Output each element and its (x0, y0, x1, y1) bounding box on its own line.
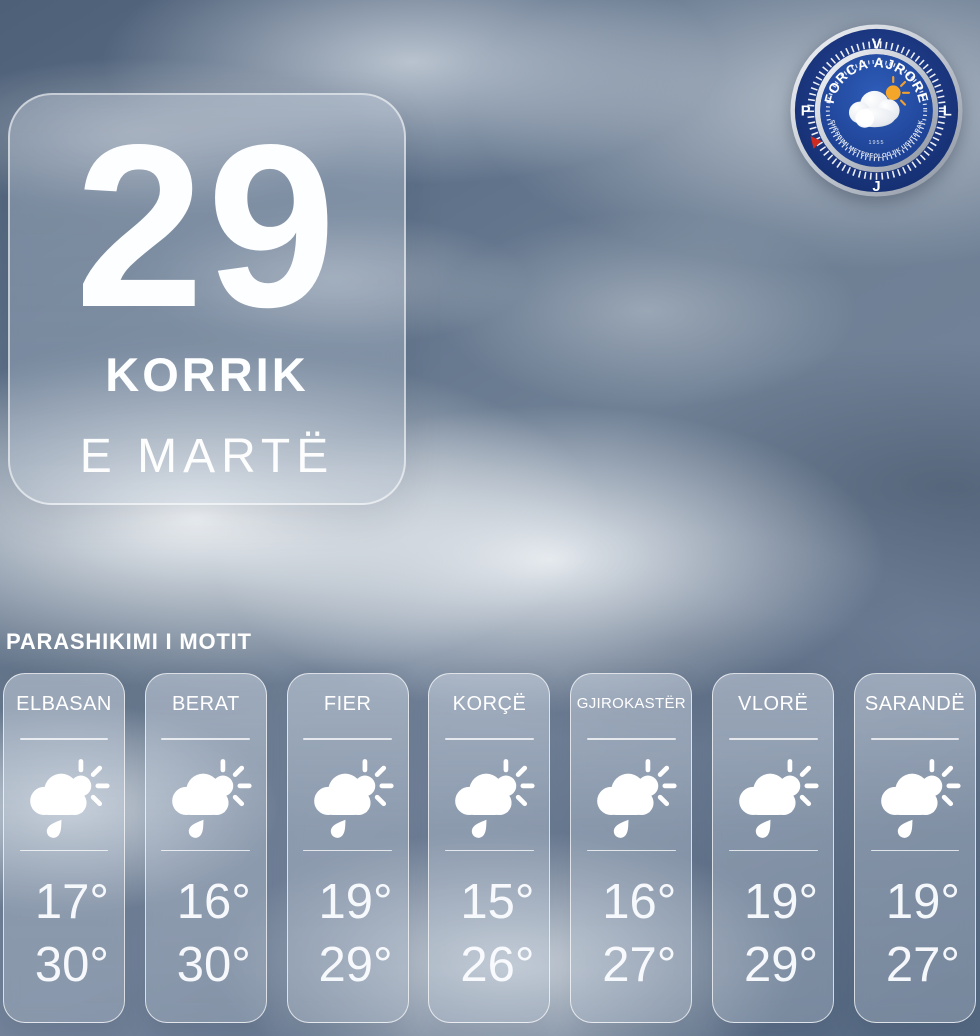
temperatures: 19° 27° (855, 872, 975, 998)
temp-low: 16° (176, 875, 251, 929)
temp-low: 16° (602, 875, 677, 929)
cloud-sun-rain-icon (17, 756, 111, 844)
city-card-elbasan: ELBASAN 17° 30° (3, 673, 125, 1023)
compass-south-letter: J (872, 179, 880, 195)
cloud-sun-rain-icon (584, 756, 678, 844)
forecast-cards-row: ELBASAN 17° 30° BERAT 16° 30° FIER (3, 673, 976, 1023)
city-name: GJIROKASTËR (576, 695, 686, 712)
city-card-sarande: SARANDË 19° 27° (853, 673, 976, 1023)
city-name: BERAT (171, 693, 240, 715)
divider (445, 738, 534, 740)
temp-low: 19° (885, 875, 960, 929)
logo-cloud-sun-icon (848, 75, 911, 128)
cloud-sun-rain-icon (301, 756, 395, 844)
divider (303, 849, 393, 851)
date-day: 29 (74, 97, 340, 356)
forca-ajrore-logo: V L J P FORCA AJRORE SHËRBIMI METEREOLOG… (788, 22, 965, 199)
temp-high: 26° (460, 938, 535, 992)
cloud-sun-rain-icon (726, 756, 820, 844)
city-card-fier: FIER 19° 29° (286, 673, 409, 1023)
temperatures: 15° 26° (429, 872, 549, 998)
compass-east-letter: L (943, 103, 952, 119)
divider (19, 738, 109, 740)
divider (586, 738, 676, 740)
temp-high: 27° (602, 938, 677, 992)
cloud-sun-rain-icon (442, 756, 536, 844)
divider (870, 738, 960, 740)
divider (19, 849, 109, 851)
temp-low: 19° (744, 875, 819, 929)
temperatures: 19° 29° (288, 872, 408, 998)
temp-low: 17° (34, 875, 109, 929)
divider (728, 849, 818, 851)
temperatures: 16° 27° (571, 872, 691, 998)
date-card: 29 KORRIK E MARTË (8, 93, 406, 505)
temp-high: 30° (176, 938, 251, 992)
temp-high: 30° (34, 938, 109, 992)
section-title: PARASHIKIMI I MOTIT (6, 629, 252, 654)
city-card-korce: KORÇË 15° 26° (428, 673, 551, 1023)
divider (303, 738, 393, 740)
city-card-gjirokaster: GJIROKASTËR 16° 27° (570, 673, 693, 1023)
temperatures: 19° 29° (713, 872, 833, 998)
cloud-sun-rain-icon (868, 756, 962, 844)
divider (161, 849, 251, 851)
city-name: KORÇË (452, 693, 527, 715)
divider (586, 849, 676, 851)
temp-high: 29° (744, 938, 819, 992)
temp-high: 27° (885, 938, 960, 992)
red-marker-icon (810, 136, 822, 149)
city-name: ELBASAN (16, 693, 112, 715)
date-weekday: E MARTË (79, 430, 335, 484)
city-card-berat: BERAT 16° 30° (144, 673, 267, 1023)
divider (870, 849, 960, 851)
compass-north-letter: V (872, 37, 882, 53)
divider (445, 849, 534, 851)
date-month: KORRIK (105, 348, 309, 402)
temp-low: 15° (460, 875, 535, 929)
city-name: SARANDË (864, 693, 966, 715)
temperatures: 17° 30° (4, 872, 124, 998)
temp-high: 29° (318, 938, 393, 992)
compass-west-letter: P (801, 103, 811, 119)
logo-badge-icon: V L J P FORCA AJRORE SHËRBIMI METEREOLOG… (790, 24, 963, 197)
temp-low: 19° (318, 875, 393, 929)
city-name: VLORË (737, 693, 809, 715)
city-card-vlore: VLORË 19° 29° (712, 673, 835, 1023)
city-name: FIER (323, 693, 372, 715)
logo-year: 1955 (869, 140, 885, 146)
temperatures: 16° 30° (146, 872, 266, 998)
divider (728, 738, 818, 740)
divider (161, 738, 251, 740)
cloud-sun-rain-icon (159, 756, 253, 844)
